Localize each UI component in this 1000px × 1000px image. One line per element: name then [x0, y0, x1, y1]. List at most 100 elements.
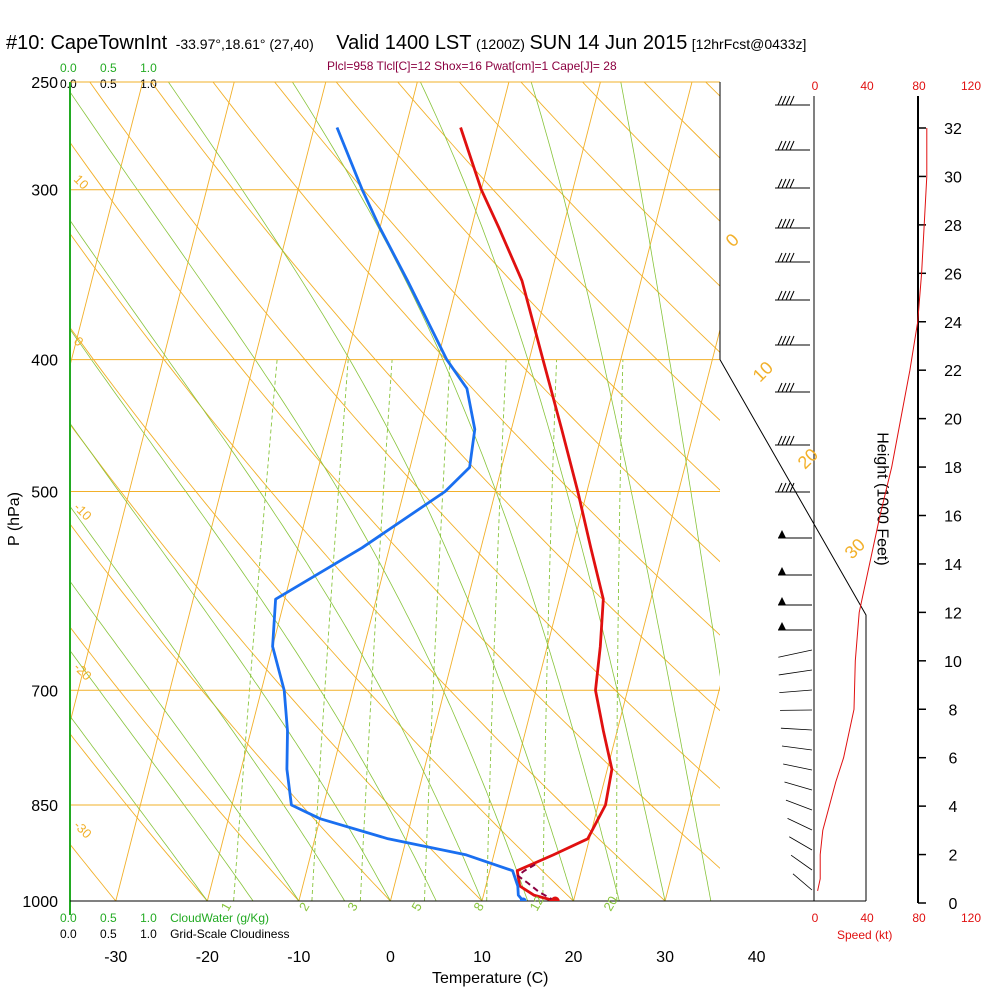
barb-flag: [789, 482, 795, 493]
barb-flag: [785, 335, 791, 346]
height-tick-label: 20: [944, 412, 962, 429]
height-tick-label: 12: [944, 605, 962, 622]
barb-flag: [777, 252, 783, 263]
barb-flag: [789, 290, 795, 301]
barb-flag: [777, 95, 783, 106]
surface-temperature-dot: [550, 896, 560, 901]
barb-flag: [789, 218, 795, 229]
cloudiness-scale-bottom: 0.0 0.5 1.0 Grid-Scale Cloudiness: [60, 927, 289, 941]
utc-time: (1200Z): [475, 36, 525, 52]
moist-adiabat: [168, 82, 574, 901]
barb-shaft: [781, 745, 813, 751]
barb-pennant: [778, 567, 786, 575]
wind-barb: [775, 140, 810, 151]
speed-tick-top: 0: [812, 79, 819, 93]
wind-barbs: [775, 95, 813, 891]
wind-speed-profile: [817, 128, 928, 892]
speed-tick-bottom: 80: [912, 911, 926, 925]
x-axis-title: Temperature (C): [432, 970, 549, 987]
height-tick-label: 8: [949, 702, 958, 719]
barb-flag: [789, 382, 795, 393]
cl-tick: 1.0: [140, 77, 157, 91]
temperature-tick-label: 20: [565, 949, 583, 966]
barb-shaft: [780, 727, 813, 731]
isotherm-label: 0: [722, 230, 743, 251]
barb-pennant: [778, 530, 786, 538]
cloudwater-label: CloudWater (g/Kg): [170, 911, 270, 925]
pressure-tick-label: 300: [31, 183, 58, 200]
isotherm-label: 10: [749, 358, 777, 386]
barb-flag: [777, 335, 783, 346]
cl-tick: 1.0: [140, 927, 157, 941]
height-tick-label: 10: [944, 654, 962, 671]
barb-flag: [789, 435, 795, 446]
speed-tick-top: 120: [961, 79, 981, 93]
wind-barb: [775, 435, 810, 446]
dry-adiabat: [70, 326, 574, 901]
barb-flag: [781, 140, 787, 151]
barb-flag: [785, 290, 791, 301]
mixing-ratio-label: 3: [344, 900, 361, 914]
wind-barb: [778, 567, 812, 576]
header: #10: CapeTownInt -33.97°,18.61° (27,40) …: [6, 32, 806, 55]
cw-tick: 0.5: [100, 911, 117, 925]
wind-panel-edge: [719, 359, 867, 901]
speed-tick-bottom: 0: [812, 911, 819, 925]
mixing-ratio-line: [359, 359, 393, 901]
wind-barb: [775, 95, 810, 106]
barb-flag: [789, 252, 795, 263]
barb-shaft: [778, 669, 813, 676]
barb-flag: [781, 178, 787, 189]
dry-adiabat: [70, 626, 300, 901]
barb-flag: [777, 482, 783, 493]
isotherm-label: 30: [841, 535, 869, 563]
mixing-ratio-label: 8: [470, 900, 487, 914]
wind-barb: [778, 669, 813, 676]
wind-barb: [775, 178, 810, 189]
moist-adiabat: [70, 422, 391, 901]
height-tick-label: 18: [944, 460, 962, 477]
mixing-ratio-label: 20: [600, 893, 620, 913]
temperature-tick-label: -30: [104, 949, 127, 966]
wind-barb: [784, 781, 813, 791]
barb-flag: [785, 178, 791, 189]
dry-adiabat: [70, 232, 666, 901]
wind-barb: [780, 727, 813, 731]
barb-flag: [781, 95, 787, 106]
wind-barb: [783, 763, 813, 771]
mixing-ratio-line: [616, 359, 624, 901]
wind-barb: [775, 218, 810, 229]
barb-flag: [789, 140, 795, 151]
barb-flag: [777, 382, 783, 393]
height-tick-label: 4: [949, 799, 958, 816]
cl-tick: 0.5: [100, 927, 117, 941]
barb-flag: [781, 290, 787, 301]
barb-shaft: [789, 836, 813, 851]
pressure-tick-label: 400: [31, 353, 58, 370]
dewpoint-line: [271, 126, 525, 901]
speed-tick-bottom: 120: [961, 911, 981, 925]
barb-flag: [785, 382, 791, 393]
pressure-tick-label: 850: [31, 798, 58, 815]
height-tick-label: 26: [944, 266, 962, 283]
moist-adiabat: [70, 328, 437, 901]
isotherm: [664, 684, 720, 901]
dry-adiabat: [70, 733, 208, 901]
valid-time: Valid 1400 LST: [336, 32, 472, 54]
barb-shaft: [790, 854, 813, 871]
height-tick-label: 2: [949, 848, 958, 865]
barb-flag: [777, 140, 783, 151]
wind-barb: [792, 873, 813, 891]
height-tick-label: 6: [949, 751, 958, 768]
forecast-run: [12hrFcst@0433z]: [691, 36, 807, 52]
dry-adiabat: [70, 423, 483, 901]
barb-flag: [781, 482, 787, 493]
dry-adiabat: [397, 82, 720, 421]
cloudwater-scale-bottom: 0.0 0.5 1.0 CloudWater (g/Kg): [60, 911, 269, 925]
cloudiness-scale-top: 0.0 0.5 1.0: [60, 77, 157, 91]
cw-tick: 0.0: [60, 911, 77, 925]
height-tick-label: 14: [944, 557, 962, 574]
moist-adiabat: [292, 82, 620, 901]
wind-barb: [775, 290, 810, 301]
barb-shaft: [778, 649, 813, 658]
